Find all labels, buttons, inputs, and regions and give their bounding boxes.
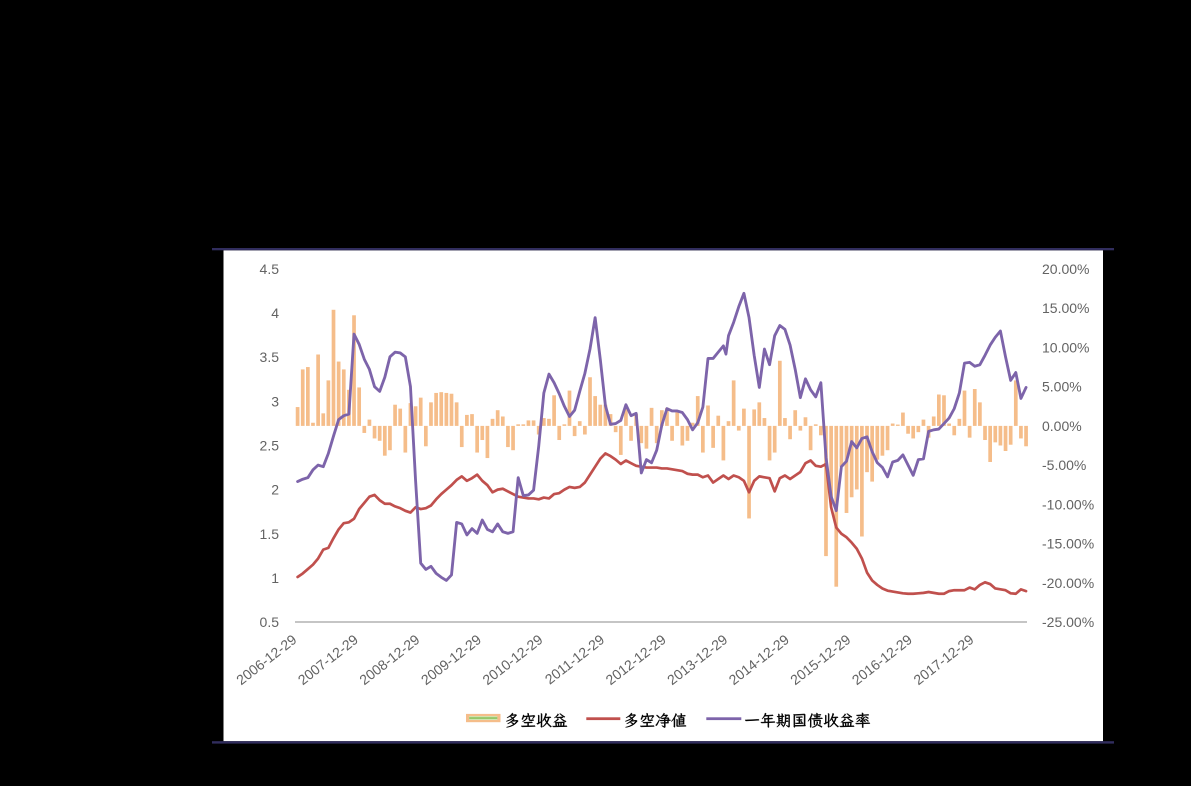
svg-text:5.00%: 5.00%: [1042, 379, 1082, 395]
svg-text:-20.00%: -20.00%: [1042, 575, 1094, 591]
svg-text:-10.00%: -10.00%: [1042, 496, 1094, 512]
svg-text:10.00%: 10.00%: [1042, 339, 1089, 355]
svg-text:-15.00%: -15.00%: [1042, 536, 1094, 552]
svg-text:-5.00%: -5.00%: [1042, 457, 1086, 473]
svg-text:-25.00%: -25.00%: [1042, 614, 1094, 630]
svg-text:1: 1: [271, 570, 279, 586]
svg-text:4.5: 4.5: [260, 261, 280, 277]
svg-text:2: 2: [271, 482, 279, 498]
svg-text:0.5: 0.5: [260, 614, 280, 630]
svg-text:0.00%: 0.00%: [1042, 418, 1082, 434]
svg-text:20.00%: 20.00%: [1042, 261, 1089, 277]
svg-text:4: 4: [271, 305, 279, 321]
svg-text:3: 3: [271, 393, 279, 409]
svg-text:3.5: 3.5: [260, 349, 280, 365]
svg-text:2.5: 2.5: [260, 438, 280, 454]
svg-text:1.5: 1.5: [260, 526, 280, 542]
svg-text:15.00%: 15.00%: [1042, 300, 1089, 316]
